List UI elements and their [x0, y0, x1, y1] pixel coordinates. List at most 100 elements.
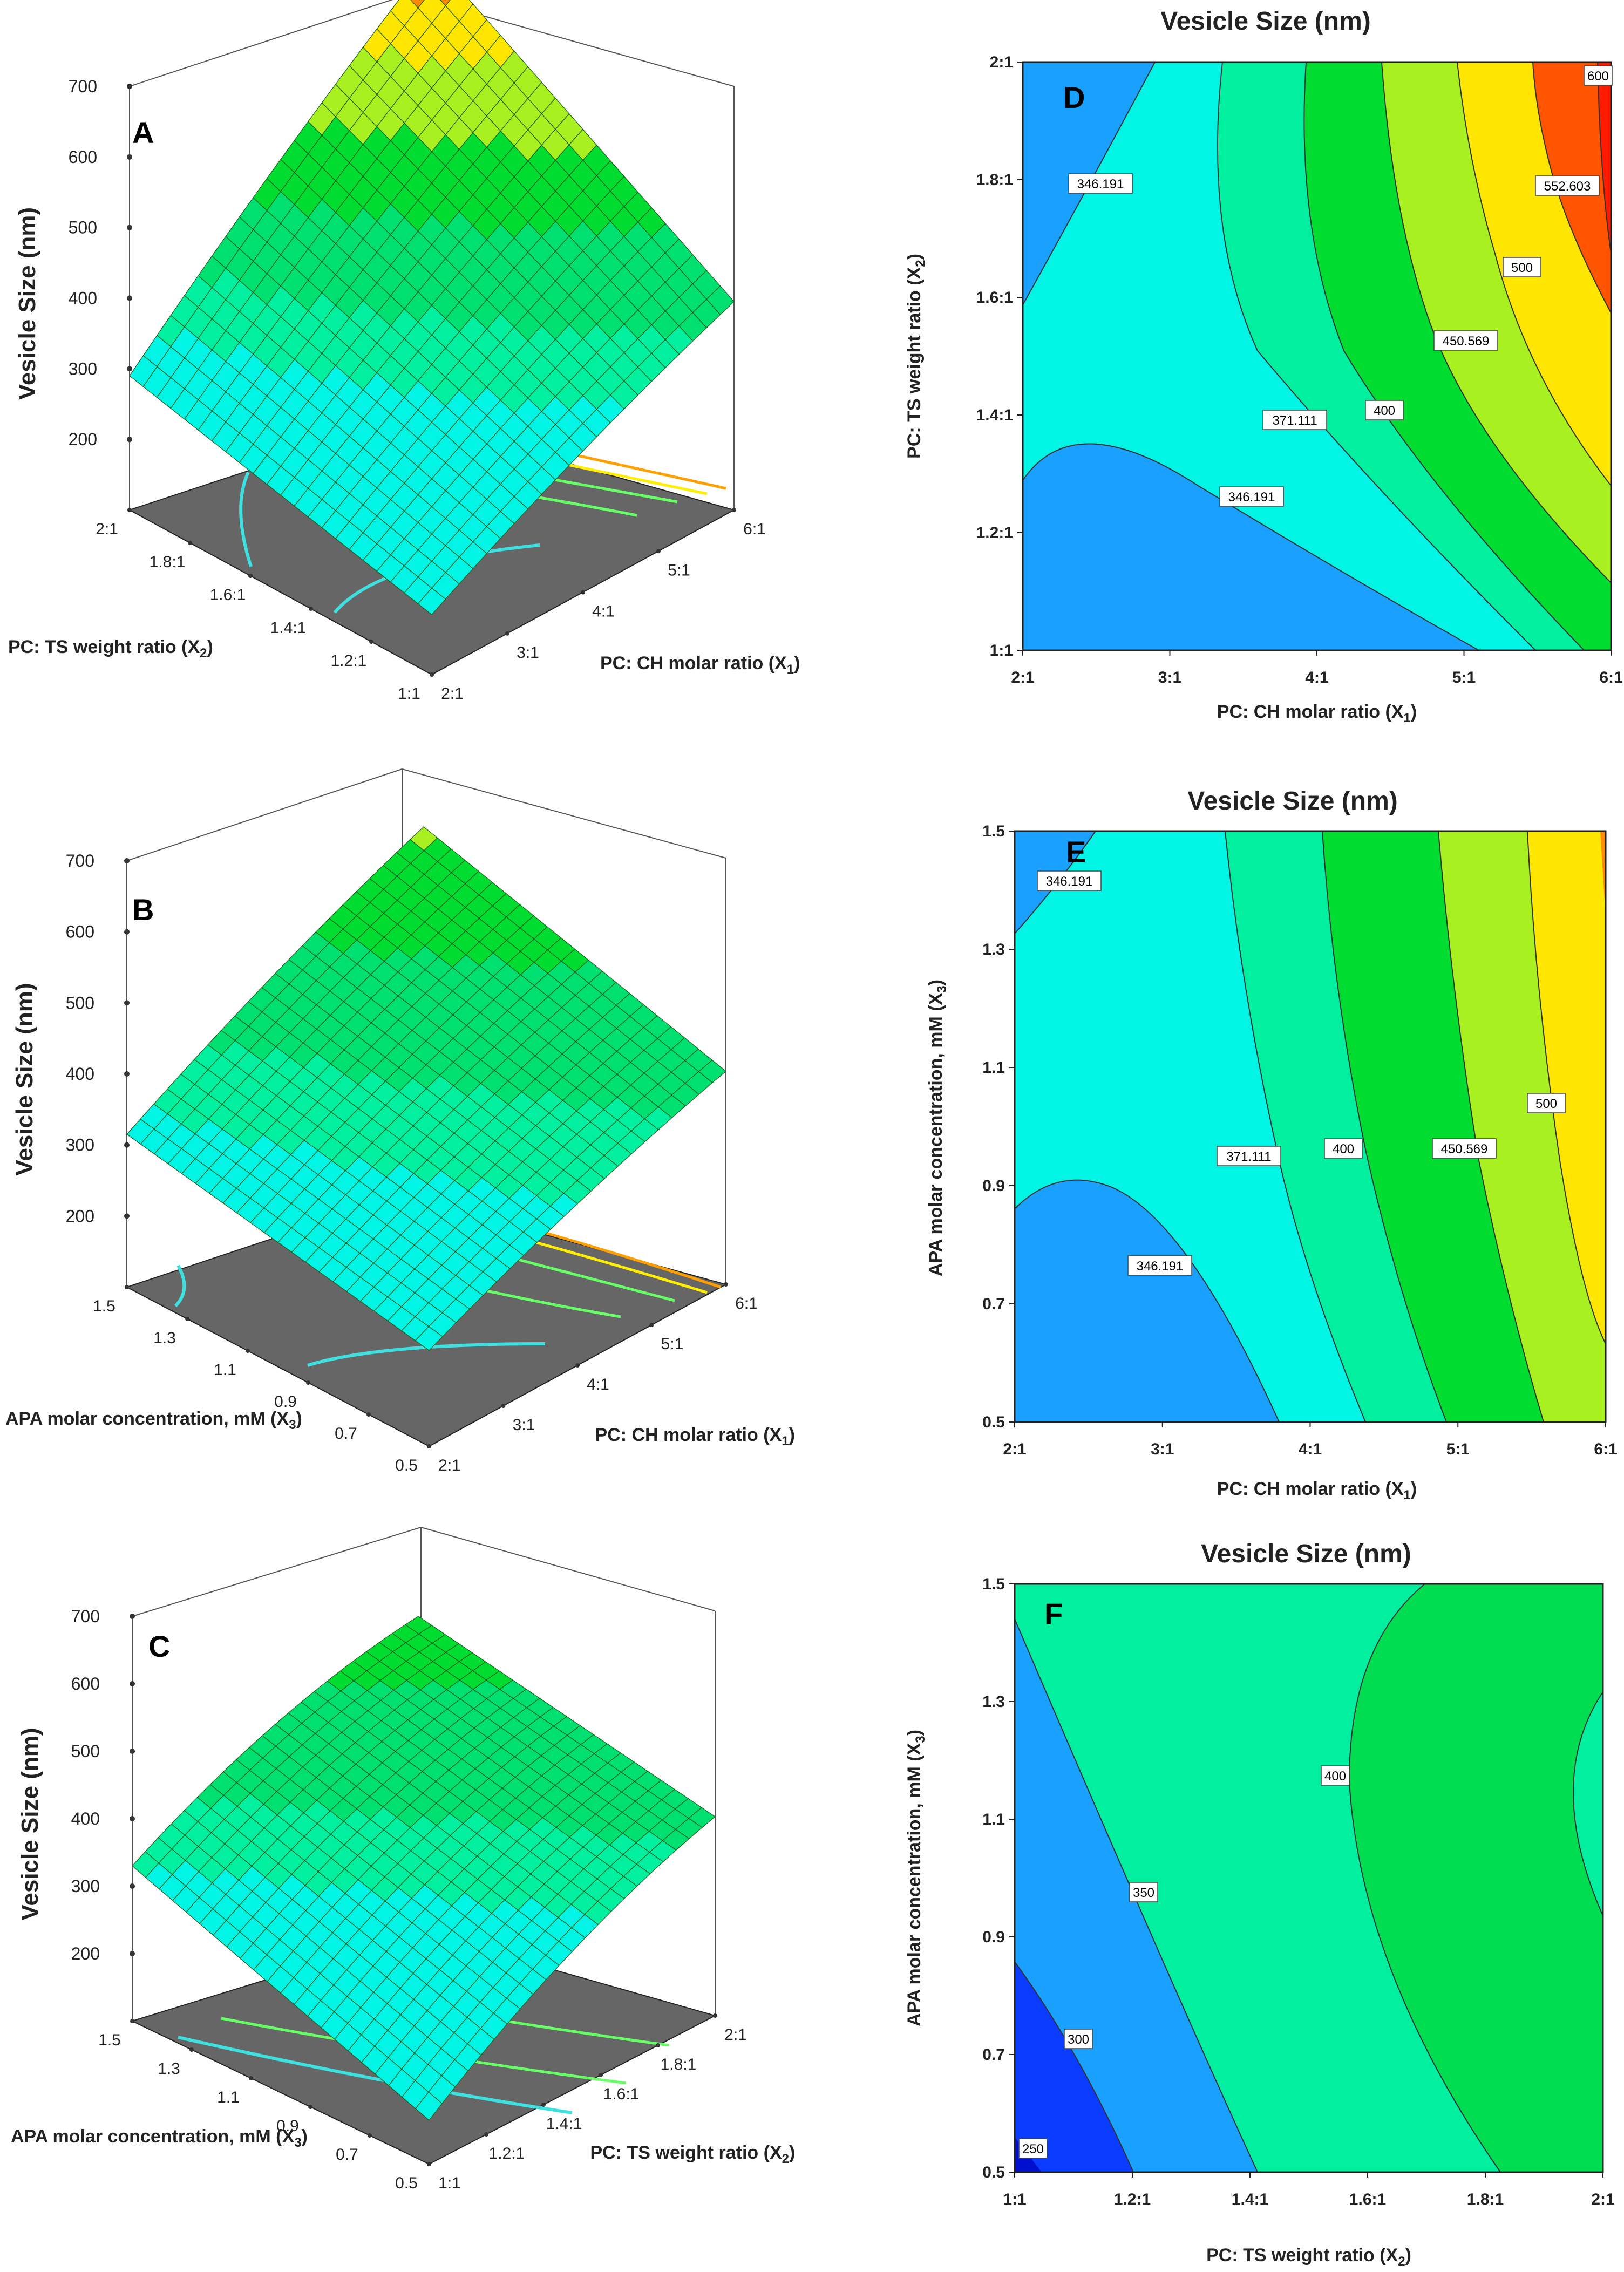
x2-tick-label: 1.1	[214, 1361, 236, 1379]
x2-tick-mark	[127, 508, 132, 512]
contour-label-f-0: 250	[1018, 2138, 1048, 2159]
region-e-yellow	[1527, 831, 1606, 1344]
x2-tick-label: 0.5	[395, 2174, 418, 2192]
x2-tick-mark	[309, 607, 313, 611]
contour-fill-d	[1023, 62, 1611, 650]
ylabel-f: APA molar concentration, mM (X3)	[904, 1730, 928, 2026]
x2-tick-mark	[125, 1285, 129, 1289]
ztick-mark	[130, 1681, 135, 1686]
x1-tick-mark	[724, 1282, 728, 1287]
x2-axis-label: PC: TS weight ratio (X2)	[8, 637, 213, 661]
zlabel: Vesicle Size (nm)	[11, 983, 38, 1175]
contour-label-d-0: 346.191	[1068, 173, 1133, 194]
ztick-label: 700	[71, 1607, 100, 1626]
contour-label-e-3: 400	[1324, 1138, 1363, 1159]
x1-tick-label: 2:1	[724, 2026, 747, 2044]
ytick-label: 1.6:1	[976, 289, 1013, 307]
ztick-label: 300	[69, 359, 97, 378]
ytick-label: 1.4:1	[976, 406, 1013, 424]
ytick-label: 2:1	[990, 53, 1013, 71]
x1-tick-label: 1.6:1	[603, 2085, 640, 2103]
ztick-label: 300	[66, 1135, 94, 1155]
title-f: Vesicle Size (nm)	[1201, 1540, 1411, 1568]
svg-text:371.111: 371.111	[1226, 1149, 1271, 1164]
ztick-mark	[127, 437, 132, 443]
surface-plot-c: 700 600 500 400 300 200 Vesicle Size (nm) 1:1 1.…	[11, 1527, 795, 2192]
ztick-label: 500	[71, 1742, 100, 1761]
contour-labels-d: 346.191 346.191 371.111 400 450.569 500 …	[1068, 65, 1613, 507]
ztick-label: 600	[66, 922, 94, 942]
ztick-mark	[130, 1816, 135, 1821]
svg-text:250: 250	[1022, 2142, 1044, 2157]
svg-text:450.569: 450.569	[1443, 334, 1490, 349]
x1-tick-label: 3:1	[513, 1416, 535, 1434]
x1-tick-mark	[541, 2103, 546, 2107]
ytick-label: 1:1	[990, 642, 1013, 659]
x1-tick-label: 6:1	[743, 520, 766, 538]
region-f-darkblue	[1015, 1962, 1133, 2172]
yticks-e: 0.5 0.7 0.9 1.1 1.3 1.5	[982, 822, 1015, 1431]
x1-tick-label: 6:1	[735, 1295, 758, 1312]
xtick-label: 3:1	[1151, 1440, 1174, 1458]
contour-label-d-5: 500	[1503, 257, 1541, 277]
ztick-mark	[124, 929, 130, 935]
x1-tick-label: 2:1	[441, 685, 464, 703]
x1-tick-label: 5:1	[661, 1335, 684, 1353]
panel-label-b: B	[132, 893, 154, 927]
xtick-label: 6:1	[1599, 669, 1622, 686]
svg-text:552.603: 552.603	[1544, 179, 1591, 194]
x2-tick-label: 1.5	[98, 2031, 121, 2049]
xtick-label: 1.2:1	[1114, 2191, 1151, 2208]
contour-label-e-5: 500	[1527, 1093, 1566, 1113]
ytick-label: 0.9	[982, 1177, 1005, 1195]
x1-tick-label: 1.4:1	[546, 2115, 582, 2133]
contour-label-e-0: 346.191	[1037, 870, 1102, 891]
xtick-label: 6:1	[1594, 1440, 1617, 1458]
ztick-label: 700	[69, 77, 97, 96]
ztick-label: 500	[66, 993, 94, 1012]
contour-lines-f	[1014, 1583, 1603, 2173]
x2-tick-mark	[249, 2076, 253, 2080]
x2-tick-label: 0.5	[395, 1457, 418, 1474]
ztick-label: 300	[71, 1876, 100, 1896]
contour-plot-f: Vesicle Size (nm) 250 300 350 400 F 1:1 1…	[904, 1540, 1615, 2269]
x2-tick-label: 1.3	[158, 2060, 180, 2078]
ytick-label: 1.1	[982, 1811, 1005, 1828]
x2-tick-label: 0.9	[276, 2117, 299, 2135]
svg-text:346.191: 346.191	[1228, 490, 1275, 505]
zaxis-a: 700 600 500 400 300 200 Vesicle Size (nm) 2:1 3:…	[8, 77, 800, 703]
zaxis-c: 700 600 500 400 300 200 Vesicle Size (nm) 1:1 1.…	[11, 1607, 795, 2192]
xtick-label: 1.6:1	[1349, 2191, 1386, 2208]
xticks-d: 2:1 3:1 4:1 5:1 6:1	[1011, 650, 1623, 686]
surface-cell	[417, 587, 446, 615]
ztick-label: 200	[71, 1944, 100, 1963]
ytick-label: 1.1	[982, 1059, 1005, 1077]
panel-label-f: F	[1044, 1597, 1063, 1631]
x2-tick-label: 0.9	[274, 1393, 297, 1411]
xtick-label: 1:1	[1003, 2191, 1026, 2208]
x2-axis-label: APA molar concentration, mM (X3)	[11, 2126, 308, 2150]
ztick-mark	[124, 1213, 130, 1219]
ztick-mark	[124, 1071, 130, 1077]
contour-label-f-1: 300	[1064, 2029, 1093, 2049]
ztick-label: 600	[71, 1674, 100, 1693]
x2-axis-label: APA molar concentration, mM (X3)	[5, 1409, 302, 1432]
xlabel-d: PC: CH molar ratio (X1)	[1217, 702, 1417, 725]
ztick-mark	[127, 84, 132, 89]
xtick-label: 2:1	[1591, 2191, 1614, 2208]
ztick-label: 400	[66, 1064, 94, 1084]
ztick-mark	[130, 1883, 135, 1889]
xticks-f: 1:1 1.2:1 1.4:1 1.6:1 1.8:1 2:1	[1003, 2172, 1615, 2208]
surface-plot-a: 700 600 500 400 300 200 Vesicle Size (nm) 2:1 3:…	[8, 0, 800, 703]
surface-mesh-b	[126, 826, 726, 1351]
surface-cell	[415, 2091, 443, 2121]
x1-axis-label: PC: CH molar ratio (X1)	[595, 1425, 795, 1448]
title-e: Vesicle Size (nm)	[1187, 787, 1398, 815]
x1-tick-mark	[505, 631, 509, 636]
x2-tick-mark	[366, 1412, 371, 1417]
svg-text:350: 350	[1133, 1886, 1154, 1900]
ytick-label: 1.2:1	[976, 524, 1013, 542]
ztick-mark	[127, 225, 132, 230]
ylabel-d: PC: TS weight ratio (X2)	[904, 254, 928, 459]
ztick-mark	[130, 1951, 135, 1956]
